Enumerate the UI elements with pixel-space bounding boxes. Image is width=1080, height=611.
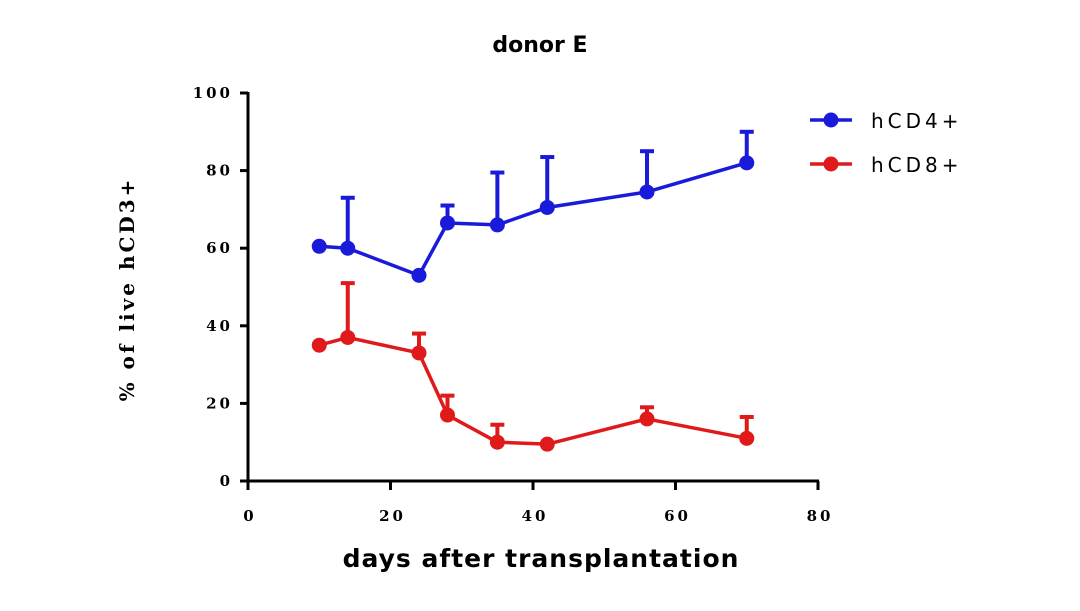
data-point-hcd4 bbox=[440, 215, 455, 231]
y-ticks: 0 20 40 60 80 100 bbox=[193, 84, 248, 490]
data-point-hcd4 bbox=[340, 240, 356, 256]
legend-label-hcd4: hCD4+ bbox=[871, 109, 963, 133]
legend-marker-hcd8 bbox=[823, 156, 839, 172]
y-axis-label: % of live hCD3+ bbox=[115, 177, 139, 402]
y-tick-label: 40 bbox=[206, 317, 233, 335]
data-point-hcd8 bbox=[539, 436, 555, 452]
y-tick-label: 60 bbox=[206, 239, 233, 257]
series-layer bbox=[311, 129, 755, 452]
data-point-hcd8 bbox=[311, 337, 327, 353]
data-point-hcd8 bbox=[440, 407, 455, 423]
legend-item-hcd8: hCD8+ bbox=[810, 153, 963, 177]
x-tick-label: 40 bbox=[522, 507, 549, 525]
data-point-hcd8 bbox=[739, 430, 755, 446]
x-tick-label: 0 bbox=[243, 507, 256, 525]
data-point-hcd8 bbox=[340, 329, 356, 345]
legend-label-hcd8: hCD8+ bbox=[871, 153, 963, 177]
legend-item-hcd4: hCD4+ bbox=[810, 109, 963, 133]
x-axis-label: days after transplantation bbox=[343, 544, 740, 573]
data-point-hcd8 bbox=[489, 434, 505, 450]
x-ticks: 0 20 40 60 80 bbox=[243, 481, 834, 525]
x-tick-label: 80 bbox=[807, 507, 834, 525]
y-tick-label: 100 bbox=[193, 84, 233, 102]
legend: hCD4+ hCD8+ bbox=[810, 109, 963, 177]
series-line-hcd8 bbox=[318, 335, 748, 446]
y-tick-label: 0 bbox=[220, 472, 233, 490]
x-tick-label: 60 bbox=[664, 507, 691, 525]
chart-title: donor E bbox=[492, 33, 587, 58]
y-tick-label: 80 bbox=[206, 162, 233, 180]
series-line-hcd4 bbox=[319, 161, 748, 278]
data-point-hcd4 bbox=[411, 267, 427, 283]
data-point-hcd4 bbox=[639, 184, 655, 200]
series-hcd4 bbox=[311, 129, 755, 283]
data-point-hcd8 bbox=[411, 345, 427, 361]
data-point-hcd8 bbox=[639, 411, 655, 427]
data-point-hcd4 bbox=[489, 217, 505, 233]
x-tick-label: 20 bbox=[379, 507, 406, 525]
data-point-hcd4 bbox=[739, 155, 755, 171]
y-tick-label: 20 bbox=[206, 394, 233, 412]
data-point-hcd4 bbox=[539, 199, 555, 215]
legend-marker-hcd4 bbox=[823, 112, 839, 128]
data-point-hcd4 bbox=[311, 238, 327, 254]
axes bbox=[246, 92, 819, 483]
series-hcd8 bbox=[311, 281, 755, 452]
